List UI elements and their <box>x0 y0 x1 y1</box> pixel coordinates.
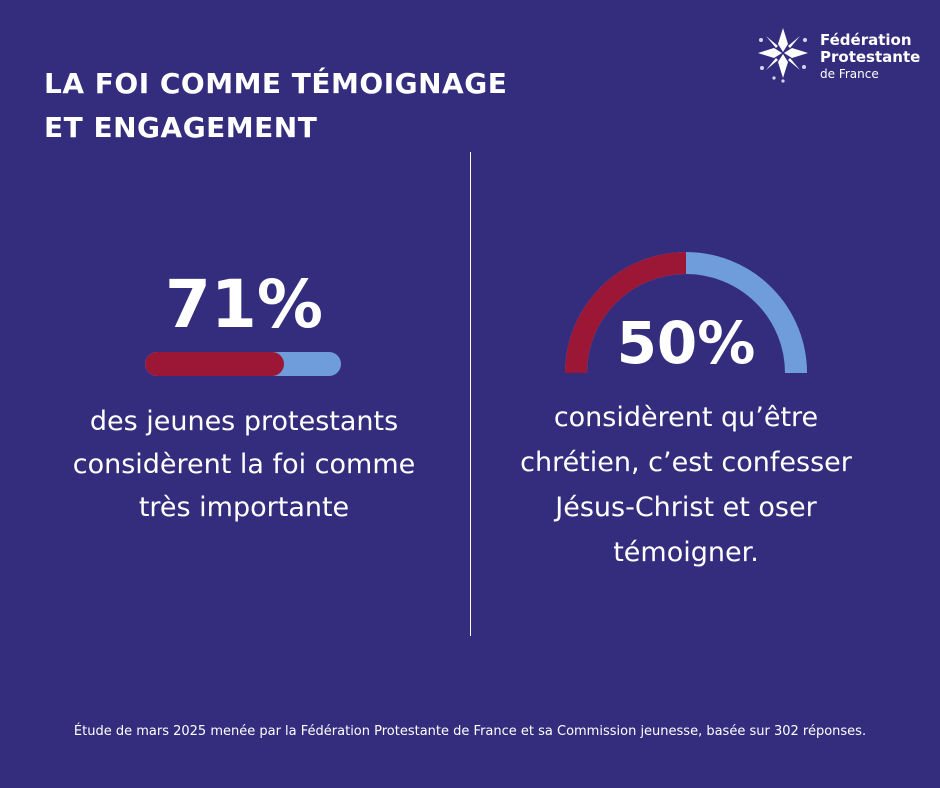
title-line-1: LA FOI COMME TÉMOIGNAGE <box>44 67 508 100</box>
stat-left-description: des jeunes protestants considèrent la fo… <box>44 400 444 529</box>
footer-source-note: Étude de mars 2025 menée par la Fédérati… <box>73 724 867 739</box>
logo-text-line-2: Protestante <box>820 48 921 66</box>
progress-bar-track <box>145 352 341 376</box>
page-title: LA FOI COMME TÉMOIGNAGE ET ENGAGEMENT <box>44 62 507 150</box>
stat-right-description-line: Jésus-Christ et oser <box>555 492 817 523</box>
logo-text-line-1: Fédération <box>820 31 912 49</box>
dove-cross-icon <box>758 28 808 83</box>
stat-left-description-line: des jeunes protestants <box>89 406 399 437</box>
stat-right-description: considèrent qu’être chrétien, c’est conf… <box>486 395 886 575</box>
stat-left-description-line: très importante <box>138 492 350 523</box>
stat-right-description-line: considèrent qu’être <box>553 402 819 433</box>
logo-text-line-3: de France <box>820 67 879 81</box>
stat-left-value: 71% <box>165 266 323 343</box>
federation-logo: Fédération Protestante de France <box>752 22 922 83</box>
stat-right-description-line: témoigner. <box>613 537 759 568</box>
title-line-2: ET ENGAGEMENT <box>44 111 318 144</box>
gauge-fill <box>565 252 687 374</box>
stat-right-description-line: chrétien, c’est confesser <box>520 447 852 478</box>
stat-left-description-line: considèrent la foi comme <box>72 449 416 480</box>
stat-right-value: 50% <box>616 309 756 377</box>
column-divider <box>470 152 471 636</box>
progress-bar-fill <box>145 352 285 376</box>
